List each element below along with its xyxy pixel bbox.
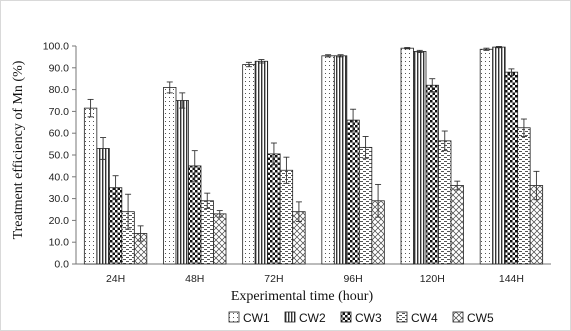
legend-swatch-cw4 bbox=[396, 311, 408, 323]
y-tick-label: 0.0 bbox=[54, 259, 69, 271]
x-tick-label: 120H bbox=[420, 273, 445, 285]
legend-swatch-cw5 bbox=[452, 311, 464, 323]
y-axis-title: Treatment efficiency of Mn (%) bbox=[11, 60, 26, 239]
bar-cw1-120h bbox=[400, 47, 414, 265]
bar-cw2-24h bbox=[96, 148, 110, 265]
y-tick-label: 20.0 bbox=[49, 215, 70, 227]
legend-swatch-cw2 bbox=[284, 311, 296, 323]
legend-swatch-cw3 bbox=[340, 311, 352, 323]
x-tick-label: 72H bbox=[264, 273, 283, 285]
bars bbox=[83, 45, 544, 265]
y-tick-label: 50.0 bbox=[49, 150, 70, 162]
x-tick-label: 24H bbox=[106, 273, 125, 285]
bar-cw4-48h bbox=[200, 200, 214, 265]
bar-cw4-120h bbox=[438, 140, 452, 265]
bar-cw3-144h bbox=[504, 71, 519, 265]
bar-cw2-48h bbox=[175, 100, 189, 265]
bar-cw4-96h bbox=[358, 146, 373, 265]
legend: CW1 CW2 CW3 CW4 CW5 bbox=[228, 311, 494, 325]
y-tick-label: 70.0 bbox=[49, 106, 70, 118]
y-tick-label: 60.0 bbox=[49, 128, 70, 140]
bar-cw3-120h bbox=[425, 84, 439, 265]
x-axis: 24H 48H 72H 96H 120H 144H bbox=[76, 263, 551, 285]
bar-cw1-144h bbox=[479, 48, 494, 265]
bar-cw4-72h bbox=[279, 169, 294, 265]
y-tick-label: 30.0 bbox=[49, 193, 70, 205]
bar-cw2-72h bbox=[254, 60, 269, 265]
legend-label-cw5: CW5 bbox=[467, 311, 494, 325]
bar-cw3-72h bbox=[267, 153, 281, 265]
x-axis-title: Experimental time (hour) bbox=[231, 289, 374, 304]
bar-cw2-120h bbox=[413, 51, 427, 265]
bar-cw5-120h bbox=[450, 185, 464, 265]
bar-cw4-144h bbox=[517, 127, 531, 265]
bar-cw2-144h bbox=[492, 46, 506, 265]
x-tick-label: 48H bbox=[185, 273, 204, 285]
y-tick-label: 90.0 bbox=[49, 62, 70, 74]
bar-cw3-96h bbox=[346, 119, 360, 265]
legend-label-cw1: CW1 bbox=[243, 311, 270, 325]
bar-cw5-48h bbox=[213, 213, 227, 265]
bar-cw1-96h bbox=[321, 55, 335, 265]
y-tick-label: 10.0 bbox=[49, 237, 70, 249]
x-tick-label: 96H bbox=[343, 273, 362, 285]
legend-label-cw2: CW2 bbox=[299, 311, 326, 325]
x-tick-label: 144H bbox=[499, 273, 524, 285]
bar-cw1-24h bbox=[83, 107, 98, 265]
legend-label-cw3: CW3 bbox=[355, 311, 382, 325]
y-tick-label: 40.0 bbox=[49, 171, 70, 183]
bar-cw2-96h bbox=[333, 55, 348, 265]
bar-cw1-48h bbox=[163, 87, 177, 265]
y-tick-label: 100.0 bbox=[43, 41, 69, 53]
legend-swatch-cw1 bbox=[228, 311, 240, 323]
y-tick-label: 80.0 bbox=[49, 84, 70, 96]
legend-label-cw4: CW4 bbox=[411, 311, 438, 325]
bar-cw1-72h bbox=[242, 64, 256, 265]
y-axis: 0.0 10.0 20.0 30.0 40.0 50.0 60.0 70.0 80.0 90.0 1… bbox=[43, 41, 77, 271]
